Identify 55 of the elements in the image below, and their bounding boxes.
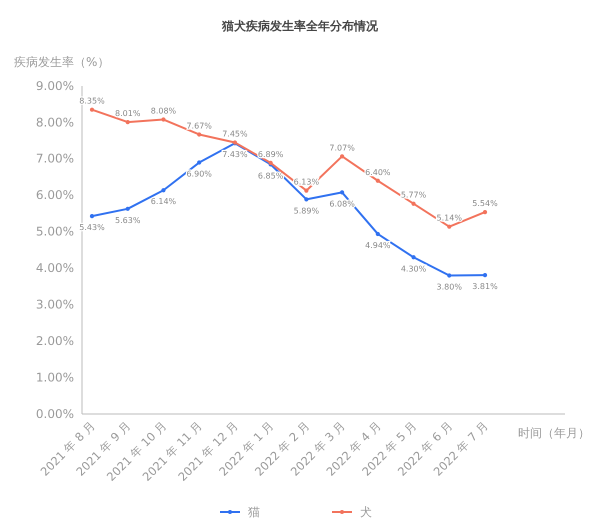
point (411, 255, 416, 260)
data-label: 6.90% (186, 170, 212, 179)
chart-title: 猫犬疾病发生率全年分布情况 (221, 19, 379, 33)
y-tick-label: 0.00% (36, 406, 74, 421)
data-label: 7.67% (186, 121, 212, 130)
point (340, 154, 344, 158)
data-label: 4.94% (365, 240, 391, 250)
data-label: 6.85% (258, 171, 284, 180)
point (376, 232, 380, 236)
data-label: 6.89% (258, 150, 284, 159)
point (197, 160, 202, 165)
y-tick-label: 6.00% (36, 188, 74, 202)
point (90, 214, 94, 218)
data-label: 7.45% (222, 129, 248, 138)
point (482, 210, 488, 214)
y-tick-label: 7.00% (36, 152, 74, 166)
point (90, 108, 94, 112)
point (447, 273, 452, 278)
data-label: 5.54% (472, 199, 498, 208)
y-tick-label: 4.00% (36, 261, 74, 276)
x-axis-title: 时间（年月） (518, 426, 590, 440)
data-label: 7.43% (222, 150, 248, 160)
y-tick-label: 5.00% (36, 224, 74, 239)
data-label: 5.63% (115, 216, 141, 225)
data-label: 5.89% (294, 206, 320, 216)
data-label: 6.14% (150, 197, 177, 206)
y-axis-title: 疾病发生率（%） (14, 55, 110, 69)
data-label: 5.14% (436, 214, 462, 223)
point (197, 132, 202, 137)
point (161, 117, 166, 122)
point (126, 120, 130, 124)
data-label: 4.30% (400, 264, 427, 274)
data-label: 3.81% (472, 282, 498, 292)
data-label: 8.01% (115, 109, 141, 118)
point (411, 202, 416, 206)
y-tick-label: 1.00% (36, 370, 74, 384)
legend-label: 猫 (248, 505, 260, 519)
data-label: 8.08% (150, 106, 177, 116)
point (447, 224, 452, 229)
point (304, 188, 308, 193)
point (482, 273, 488, 278)
point (340, 190, 344, 195)
point (126, 206, 130, 211)
data-label: 7.07% (329, 143, 356, 152)
data-label: 3.80% (436, 282, 462, 292)
point (376, 178, 380, 183)
y-tick-label: 8.00% (36, 115, 74, 130)
legend-label: 犬 (360, 505, 372, 519)
y-tick-label: 2.00% (36, 334, 74, 348)
data-label: 6.40% (365, 168, 391, 177)
y-tick-label: 3.00% (36, 298, 74, 312)
point (304, 197, 308, 202)
y-tick-label: 9.00% (36, 78, 74, 93)
data-label: 5.77% (400, 190, 427, 200)
point (161, 188, 166, 192)
